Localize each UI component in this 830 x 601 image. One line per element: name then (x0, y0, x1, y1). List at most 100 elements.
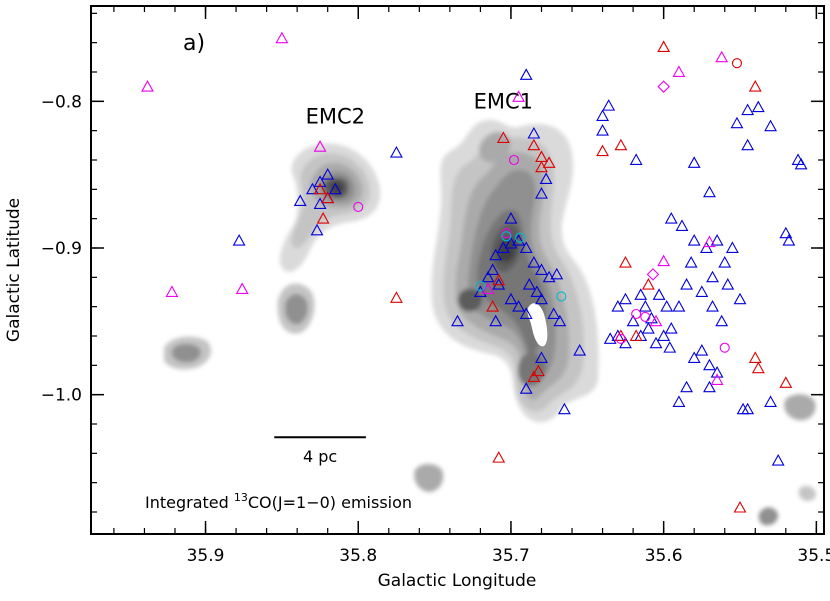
blue-triangle-marker-33 (535, 351, 548, 363)
blue-triangle-marker-90 (725, 241, 739, 253)
x-tick-label: 35.8 (339, 546, 377, 566)
red-circle-marker-147 (731, 58, 743, 69)
cyan-circle-marker-151 (556, 291, 567, 302)
emc2-label: EMC2 (306, 104, 365, 128)
cyan-circle-marker-148 (475, 281, 486, 292)
emc1-contour-10 (518, 353, 546, 387)
red-triangle-marker-119 (641, 278, 655, 290)
blue-triangle-marker-31 (451, 314, 464, 327)
magenta-triangle-marker-139 (481, 282, 495, 295)
small-cloud-2-core (171, 343, 201, 363)
magenta-triangle-marker-131 (235, 282, 249, 295)
blue-triangle-marker-79 (687, 351, 701, 363)
small-cloud-3 (414, 464, 444, 492)
blue-triangle-marker-69 (652, 288, 666, 300)
blue-triangle-marker-25 (522, 278, 536, 290)
blue-triangle-marker-20 (481, 270, 495, 283)
blue-triangle-marker-10 (489, 248, 503, 261)
magenta-circle-marker-142 (640, 311, 651, 322)
blue-triangle-marker-65 (684, 256, 698, 268)
blue-triangle-marker-16 (535, 263, 548, 275)
blue-triangle-marker-19 (486, 263, 500, 275)
panel-label: a) (183, 31, 205, 56)
blue-triangle-marker-62 (695, 285, 709, 297)
small-cloud-4 (784, 394, 816, 421)
x-tick-label: 35.9 (187, 546, 225, 566)
red-triangle-marker-123 (751, 361, 765, 374)
scale-bar-label: 4 pc (303, 447, 337, 466)
magenta-circle-marker-144 (615, 333, 626, 344)
blue-triangle-marker-59 (710, 234, 724, 246)
blue-triangle-marker-39 (539, 172, 553, 185)
blue-triangle-marker-85 (736, 402, 750, 415)
blue-triangle-marker-44 (602, 99, 616, 111)
blue-triangle-marker-54 (703, 185, 716, 198)
blue-triangle-marker-18 (550, 267, 564, 280)
blue-triangle-marker-52 (794, 157, 808, 170)
y-axis-title: Galactic Latitude (4, 198, 24, 342)
blue-triangle-marker-97 (645, 311, 658, 324)
blue-triangle-marker-40 (527, 126, 541, 139)
blue-triangle-marker-34 (519, 382, 533, 394)
red-triangle-marker-103 (316, 212, 330, 224)
magenta-triangle-marker-130 (165, 285, 179, 297)
cyan-circle-marker-150 (515, 232, 526, 243)
blue-triangle-marker-48 (751, 100, 765, 113)
blue-triangle-marker-32 (489, 314, 503, 327)
magenta-triangle-marker-128 (275, 31, 289, 44)
magenta-circle-marker-143 (631, 308, 642, 320)
blue-triangle-marker-78 (664, 322, 678, 334)
blue-triangle-marker-82 (680, 380, 693, 393)
blue-triangle-marker-9 (232, 234, 246, 246)
x-tick-label: 35.6 (645, 546, 683, 566)
red-triangle-marker-118 (748, 80, 762, 92)
blue-triangle-marker-3 (328, 182, 342, 195)
blue-triangle-marker-72 (626, 314, 640, 327)
y-tick-label: −0.8 (41, 92, 82, 112)
red-triangle-marker-124 (779, 376, 793, 388)
blue-triangle-marker-50 (764, 119, 777, 132)
blue-triangle-marker-98 (663, 341, 677, 353)
blue-triangle-marker-24 (512, 300, 526, 312)
blue-triangle-marker-88 (779, 226, 793, 239)
magenta-triangle-marker-134 (672, 65, 686, 77)
blue-triangle-marker-2 (305, 182, 319, 195)
blue-triangle-marker-23 (504, 292, 518, 305)
y-tick-label: −0.9 (41, 239, 82, 259)
emc1-contour-9 (479, 131, 511, 163)
red-triangle-marker-125 (733, 500, 747, 513)
red-triangle-marker-116 (596, 144, 610, 157)
blue-triangle-marker-5 (293, 194, 307, 207)
blue-triangle-marker-91 (733, 292, 747, 305)
blue-triangle-marker-89 (782, 234, 796, 246)
blue-triangle-marker-27 (535, 292, 548, 305)
source-markers (141, 31, 808, 513)
small-cloud-6 (798, 486, 816, 501)
red-triangle-marker-117 (657, 40, 671, 53)
magenta-triangle-marker-137 (710, 373, 724, 385)
red-triangle-marker-111 (532, 364, 545, 377)
magenta-diamond-marker-153 (646, 268, 660, 281)
blue-triangle-marker-7 (310, 223, 324, 236)
red-triangle-marker-109 (492, 273, 506, 286)
blue-triangle-marker-76 (657, 329, 671, 341)
plot-frame (90, 5, 825, 535)
axis-ticks: 35.9 35.8 35.7 35.6 35.5 −0.8 −0.9 −1.0 (41, 6, 830, 566)
blue-triangle-marker-0 (321, 168, 335, 180)
blue-triangle-marker-15 (527, 256, 541, 268)
red-triangle-marker-120 (619, 256, 632, 268)
emc1-cavity (527, 303, 548, 347)
blue-triangle-marker-46 (687, 156, 701, 168)
blue-triangle-marker-58 (699, 241, 713, 253)
blue-triangle-marker-47 (741, 103, 755, 116)
blue-triangle-marker-36 (573, 344, 587, 356)
blue-triangle-marker-93 (638, 300, 652, 312)
red-triangle-marker-107 (542, 156, 556, 168)
blue-triangle-marker-49 (730, 116, 744, 129)
blue-triangle-marker-64 (715, 314, 729, 327)
blue-triangle-marker-45 (629, 153, 643, 165)
magenta-triangle-marker-132 (512, 90, 526, 102)
blue-triangle-marker-42 (596, 109, 610, 121)
blue-triangle-marker-77 (649, 336, 663, 349)
